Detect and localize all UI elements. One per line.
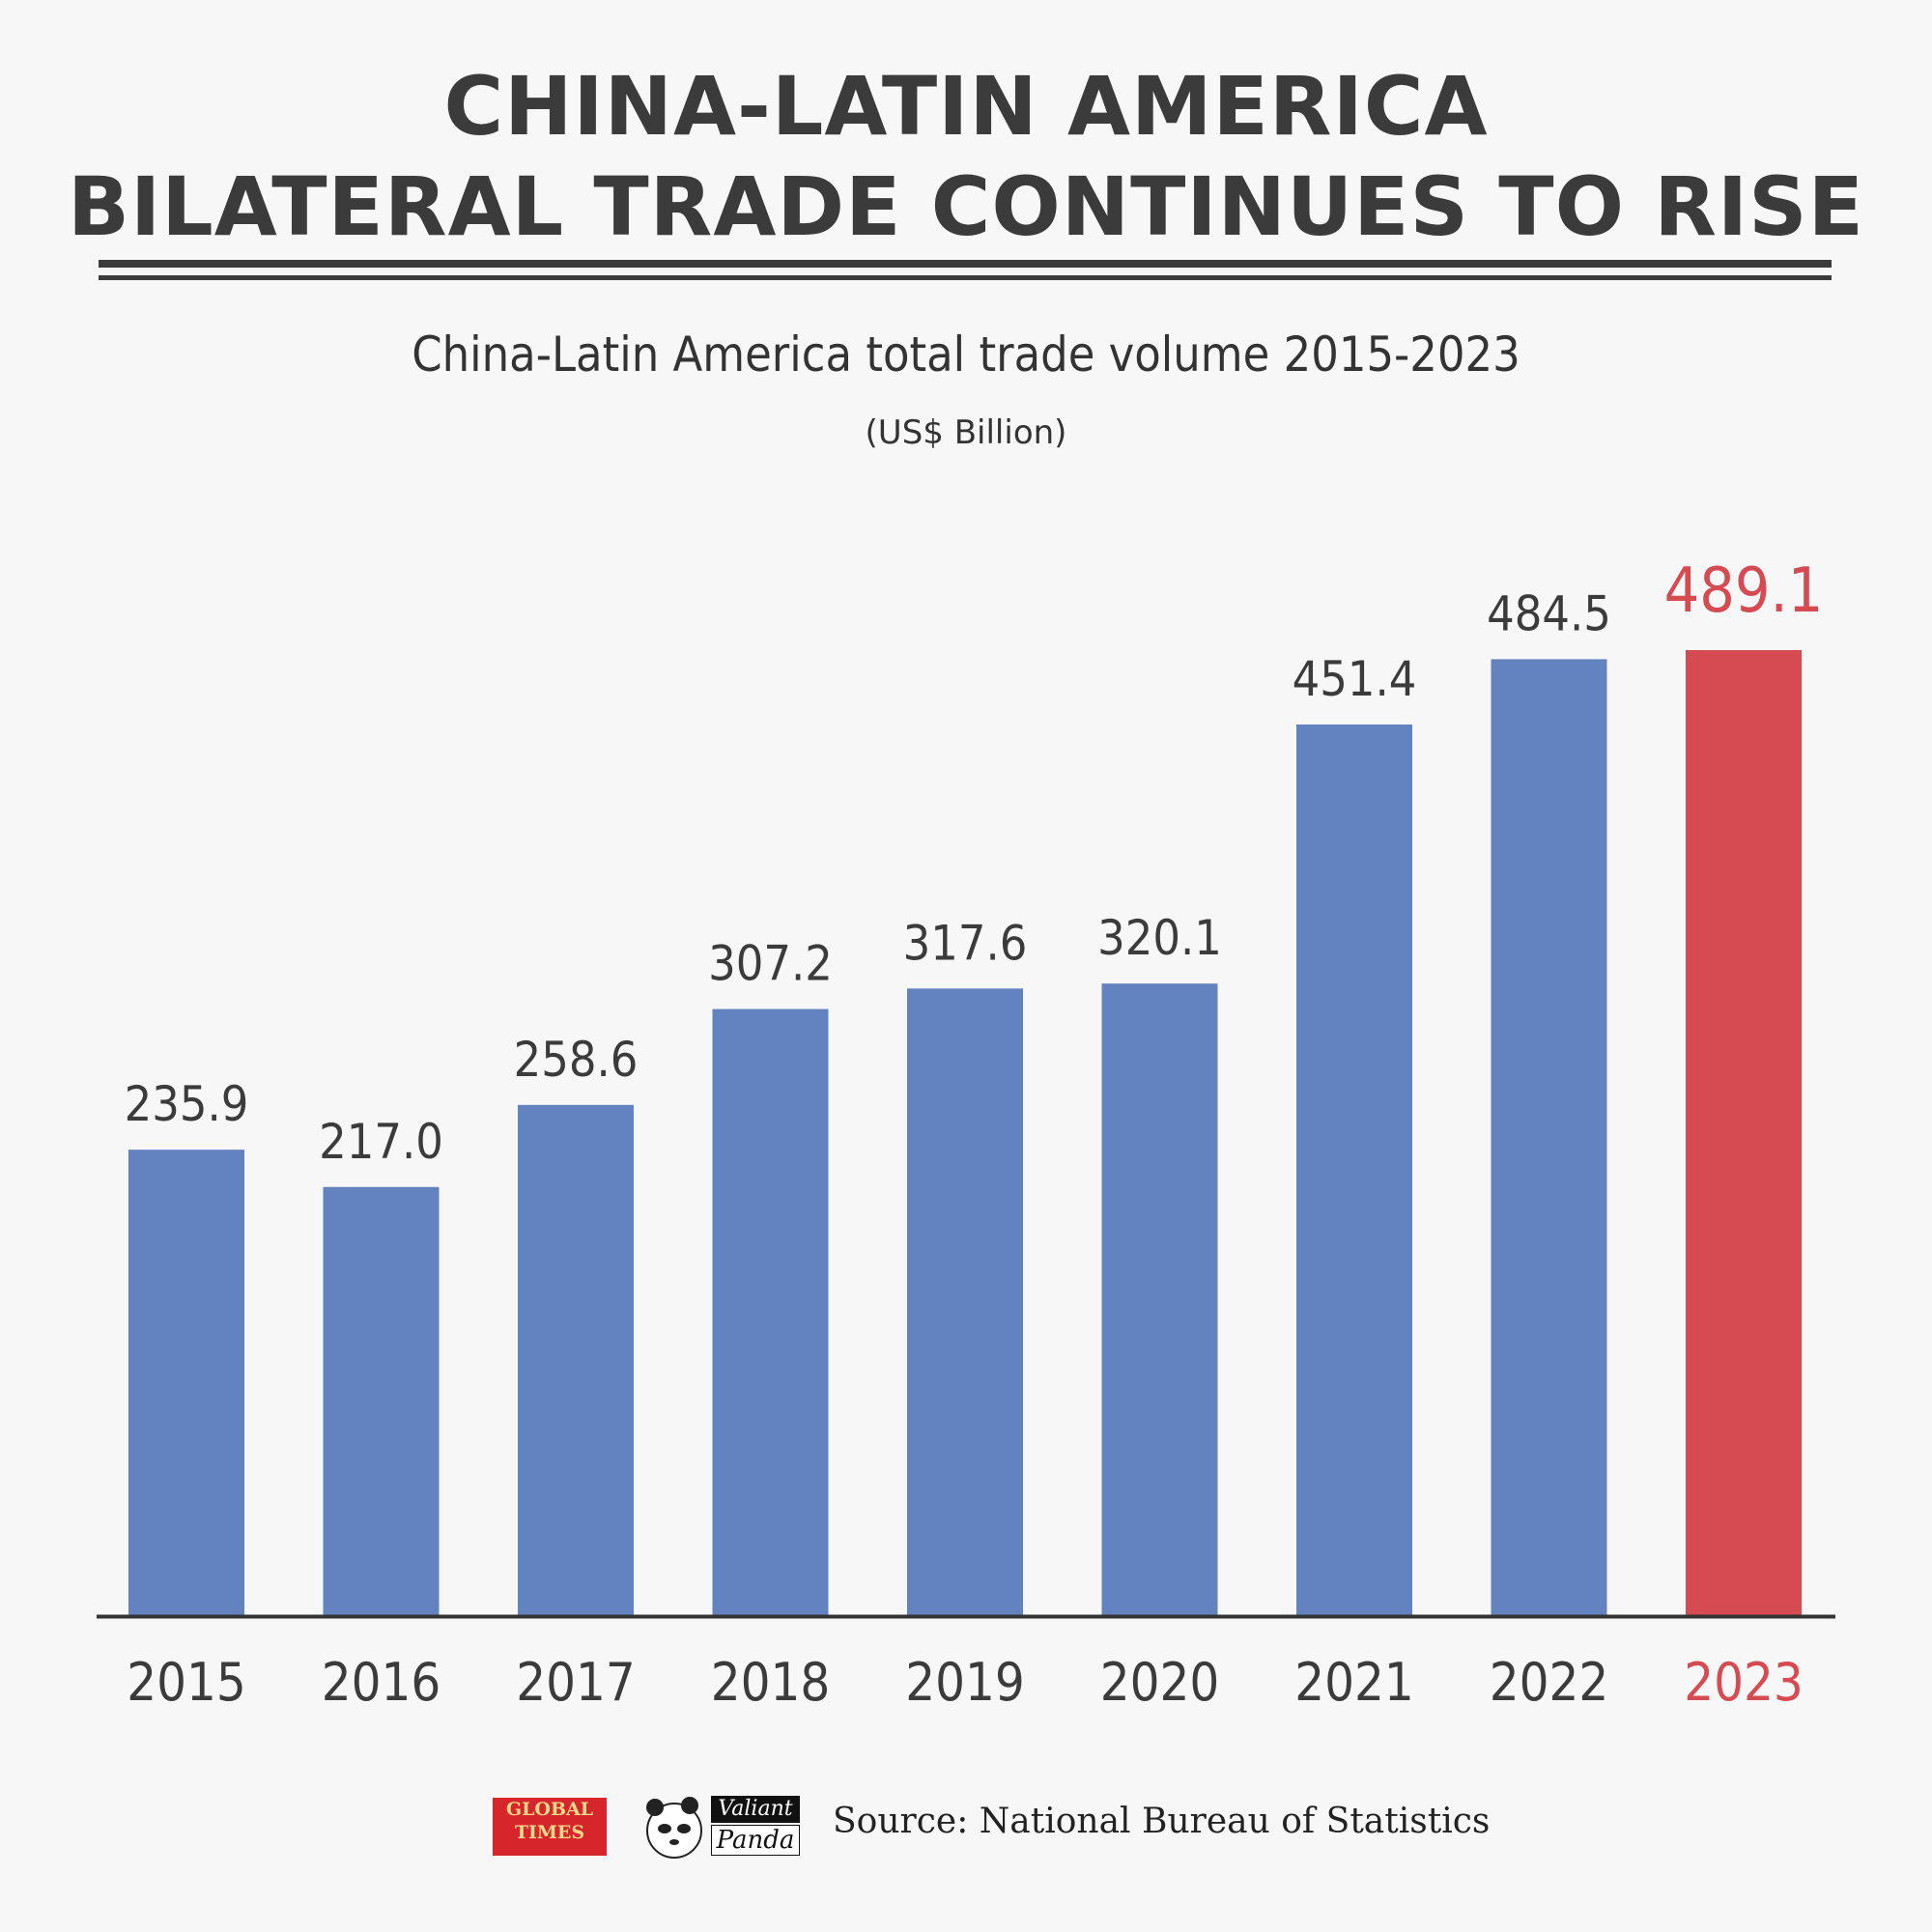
page-title: CHINA-LATIN AMERICA BILATERAL TRADE CONT… bbox=[0, 56, 1932, 257]
bar-2015 bbox=[128, 1150, 244, 1615]
value-label-2018: 307.2 bbox=[708, 936, 833, 992]
panda-icon bbox=[646, 1797, 702, 1859]
title-divider-thick bbox=[99, 260, 1832, 268]
value-label-2015: 235.9 bbox=[125, 1076, 249, 1132]
footer: GLOBAL TIMES Valiant Panda Source: Natio… bbox=[0, 1792, 1932, 1869]
category-label-2020: 2020 bbox=[1100, 1652, 1220, 1713]
category-label-2019: 2019 bbox=[905, 1652, 1025, 1713]
category-label-2023: 2023 bbox=[1684, 1652, 1804, 1713]
category-label-2015: 2015 bbox=[127, 1652, 246, 1713]
bar-chart: 235.9 2015 217.0 2016 258.6 2017 307.2 2018 317.… bbox=[97, 555, 1835, 1713]
bar-2018 bbox=[712, 1009, 829, 1615]
title-line-1: CHINA-LATIN AMERICA bbox=[443, 59, 1489, 154]
value-label-2022: 484.5 bbox=[1487, 585, 1611, 641]
bar-2017 bbox=[518, 1104, 634, 1615]
logo-vp-line2: Panda bbox=[711, 1825, 800, 1856]
bar-2019 bbox=[907, 988, 1023, 1615]
value-label-2016: 217.0 bbox=[319, 1114, 443, 1170]
category-label-2022: 2022 bbox=[1490, 1652, 1609, 1713]
bar-2022 bbox=[1491, 659, 1607, 1615]
logo-gt-line2: TIMES bbox=[514, 1822, 585, 1843]
category-label-2018: 2018 bbox=[711, 1652, 831, 1713]
bar-2020 bbox=[1101, 983, 1218, 1615]
bar-2021 bbox=[1296, 724, 1412, 1615]
title-divider-thin bbox=[99, 275, 1832, 280]
logo-gt-line1: GLOBAL bbox=[505, 1799, 594, 1820]
value-label-2023: 489.1 bbox=[1664, 555, 1824, 627]
bar-2023 bbox=[1686, 650, 1802, 1615]
value-label-2019: 317.6 bbox=[903, 915, 1028, 971]
category-label-2016: 2016 bbox=[322, 1652, 441, 1713]
logo-vp-line1: Valiant bbox=[711, 1796, 800, 1823]
value-label-2020: 320.1 bbox=[1097, 910, 1222, 966]
value-label-2017: 258.6 bbox=[514, 1032, 639, 1088]
chart-subtitle: China-Latin America total trade volume 2… bbox=[412, 327, 1520, 383]
source-note: Source: National Bureau of Statistics bbox=[833, 1802, 1491, 1841]
category-label-2017: 2017 bbox=[516, 1652, 636, 1713]
global-times-logo: GLOBAL TIMES bbox=[493, 1798, 607, 1856]
chart-unit: (US$ Billion) bbox=[865, 413, 1067, 452]
category-label-2021: 2021 bbox=[1294, 1652, 1414, 1713]
bar-2016 bbox=[323, 1186, 440, 1615]
valiant-panda-logo: Valiant Panda bbox=[639, 1792, 813, 1861]
title-line-2: BILATERAL TRADE CONTINUES TO RISE bbox=[67, 159, 1865, 254]
value-label-2021: 451.4 bbox=[1293, 651, 1417, 707]
